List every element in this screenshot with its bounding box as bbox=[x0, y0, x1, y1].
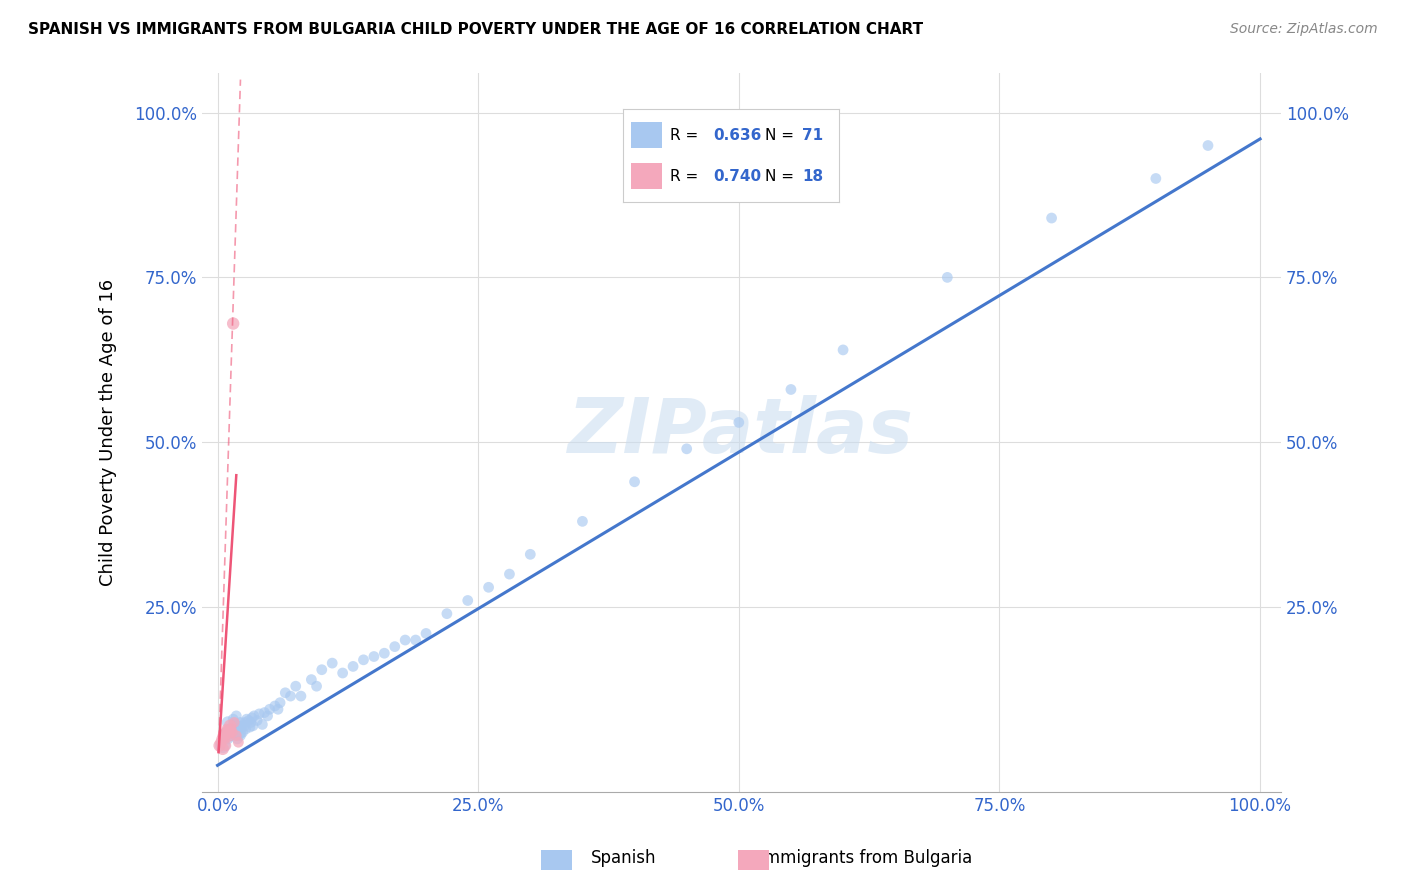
Point bbox=[211, 742, 233, 756]
Point bbox=[222, 712, 245, 726]
Point bbox=[217, 725, 239, 739]
Point bbox=[232, 719, 254, 733]
Point bbox=[269, 696, 291, 710]
Point bbox=[353, 653, 375, 667]
Point bbox=[305, 679, 328, 693]
Point bbox=[243, 709, 266, 723]
Point bbox=[215, 739, 238, 753]
Point bbox=[235, 712, 257, 726]
Point bbox=[311, 663, 333, 677]
Point bbox=[211, 731, 233, 746]
Point bbox=[405, 633, 427, 648]
Point bbox=[211, 739, 233, 753]
Point bbox=[219, 722, 242, 736]
Point bbox=[242, 719, 264, 733]
Point bbox=[228, 725, 250, 739]
Point bbox=[284, 679, 307, 693]
Point bbox=[219, 719, 242, 733]
Text: Immigrants from Bulgaria: Immigrants from Bulgaria bbox=[759, 849, 973, 867]
Point bbox=[218, 729, 240, 743]
Point bbox=[229, 715, 252, 730]
Point bbox=[224, 717, 246, 731]
Point bbox=[231, 720, 253, 734]
Point bbox=[238, 714, 260, 728]
Point bbox=[215, 722, 238, 736]
Point bbox=[225, 709, 247, 723]
Point bbox=[274, 686, 297, 700]
Text: Source: ZipAtlas.com: Source: ZipAtlas.com bbox=[1230, 22, 1378, 37]
Point bbox=[221, 725, 243, 739]
Point bbox=[232, 725, 254, 739]
Point bbox=[259, 702, 281, 716]
Point bbox=[224, 727, 246, 741]
Point bbox=[225, 725, 247, 739]
Point bbox=[498, 567, 520, 582]
Point bbox=[214, 731, 236, 746]
Text: SPANISH VS IMMIGRANTS FROM BULGARIA CHILD POVERTY UNDER THE AGE OF 16 CORRELATIO: SPANISH VS IMMIGRANTS FROM BULGARIA CHIL… bbox=[28, 22, 924, 37]
Point bbox=[217, 715, 239, 730]
Point bbox=[363, 649, 385, 664]
Point bbox=[240, 711, 263, 725]
Point bbox=[247, 706, 270, 721]
Point bbox=[415, 626, 437, 640]
Point bbox=[224, 715, 246, 730]
Point bbox=[228, 719, 250, 733]
Y-axis label: Child Poverty Under the Age of 16: Child Poverty Under the Age of 16 bbox=[100, 279, 117, 586]
Point bbox=[228, 722, 250, 736]
Point bbox=[226, 731, 249, 746]
Point bbox=[780, 383, 803, 397]
Point bbox=[246, 714, 269, 728]
Text: ZIPatlas: ZIPatlas bbox=[568, 395, 914, 469]
Point bbox=[267, 702, 290, 716]
Point bbox=[263, 698, 285, 713]
Point bbox=[256, 709, 278, 723]
Point bbox=[299, 673, 322, 687]
Point bbox=[208, 739, 231, 753]
Point bbox=[252, 717, 274, 731]
Point bbox=[215, 725, 238, 739]
Point bbox=[1197, 138, 1219, 153]
Point bbox=[571, 514, 593, 528]
Point bbox=[222, 317, 245, 331]
Point bbox=[936, 270, 959, 285]
Point bbox=[280, 689, 302, 703]
Point bbox=[342, 659, 364, 673]
Point bbox=[212, 729, 235, 743]
Point bbox=[1040, 211, 1063, 225]
Point bbox=[219, 729, 242, 743]
Point bbox=[209, 735, 232, 749]
Point bbox=[1144, 171, 1167, 186]
Point bbox=[233, 715, 256, 730]
Point bbox=[675, 442, 697, 456]
Point bbox=[436, 607, 458, 621]
Point bbox=[253, 706, 276, 720]
Point bbox=[519, 547, 541, 561]
Point bbox=[222, 719, 245, 733]
Point bbox=[384, 640, 406, 654]
Point bbox=[394, 633, 416, 648]
Point bbox=[219, 722, 242, 736]
Point bbox=[623, 475, 645, 489]
Point bbox=[332, 665, 354, 680]
Point bbox=[290, 689, 312, 703]
Point bbox=[228, 735, 250, 749]
Point bbox=[215, 725, 238, 739]
Text: Spanish: Spanish bbox=[591, 849, 657, 867]
Point bbox=[235, 722, 257, 736]
Point bbox=[832, 343, 855, 357]
Point bbox=[229, 729, 252, 743]
Point bbox=[239, 715, 262, 730]
Point bbox=[373, 646, 395, 660]
Point bbox=[457, 593, 479, 607]
Point bbox=[225, 729, 247, 743]
Point bbox=[727, 416, 749, 430]
Point bbox=[321, 656, 343, 670]
Point bbox=[217, 731, 239, 746]
Point bbox=[239, 720, 262, 734]
Point bbox=[478, 580, 501, 594]
